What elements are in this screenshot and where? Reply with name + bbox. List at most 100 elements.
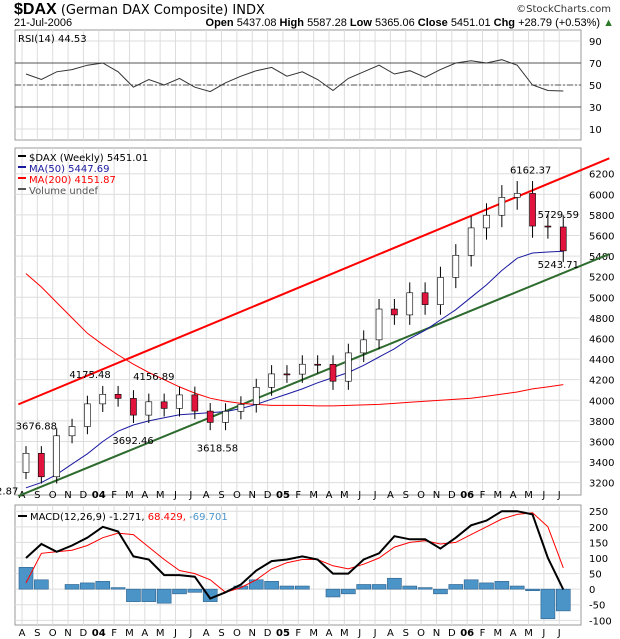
- month-label: A: [387, 628, 394, 639]
- rsi-tick-label: 70: [589, 59, 602, 70]
- candle: [237, 404, 245, 412]
- candle: [314, 363, 321, 366]
- month-label: F: [295, 628, 301, 639]
- month-label: A: [203, 490, 210, 501]
- macd-legend: MACD(12,26,9) -1.271, 68.429, -69.701: [30, 512, 228, 523]
- rsi-tick-label: 30: [589, 103, 602, 114]
- price-legend-item: MA(200) 4151.87: [29, 175, 116, 186]
- price-annotation: 3692.46: [112, 436, 153, 447]
- candle: [452, 254, 460, 278]
- month-label: S: [403, 490, 409, 501]
- macd-legend-part: MACD(12,26,9) -1.271,: [30, 512, 148, 523]
- rsi-legend: RSI(14) 44.53: [18, 34, 87, 45]
- month-label: F: [111, 490, 117, 501]
- macd-histogram-bar: [555, 588, 571, 612]
- month-label: M: [340, 628, 349, 639]
- price-tick-label: 4800: [589, 314, 614, 325]
- trendline-lower: [17, 253, 610, 497]
- price-tick-label: 5600: [589, 232, 614, 243]
- month-label: 05: [276, 490, 290, 501]
- month-label: J: [541, 490, 545, 501]
- month-label: D: [264, 490, 272, 501]
- candle: [498, 197, 506, 216]
- month-label: N: [64, 628, 71, 639]
- candle: [206, 410, 214, 423]
- macd-histogram-bar: [479, 582, 494, 590]
- chart-title: $DAX (German DAX Composite) INDX: [14, 1, 265, 19]
- macd-histogram-bar: [371, 584, 387, 590]
- month-label: M: [125, 628, 134, 639]
- candle: [559, 226, 567, 252]
- rsi-tick-label: 50: [589, 81, 602, 92]
- legend-swatch: [18, 515, 27, 517]
- month-label: D: [448, 490, 456, 501]
- candle: [345, 352, 352, 382]
- macd-histogram-bar: [448, 584, 464, 590]
- open-label: Open: [205, 17, 234, 29]
- candle: [329, 364, 337, 382]
- ma200-line: [25, 273, 564, 407]
- price-tick-label: 3400: [589, 458, 614, 469]
- candle: [406, 292, 414, 316]
- price-tick-label: 4400: [589, 355, 614, 366]
- index-name: (German DAX Composite): [60, 3, 229, 18]
- price-annotation: 5243.71: [538, 260, 579, 271]
- macd-histogram-bar: [294, 585, 310, 590]
- candle: [283, 373, 291, 376]
- month-label: D: [80, 490, 88, 501]
- price-tick-label: 3600: [589, 437, 614, 448]
- month-label: F: [480, 490, 486, 501]
- legend-swatch: [18, 177, 26, 179]
- chg-value: +28.79 (+0.53%): [518, 17, 601, 29]
- macd-histogram-bar: [540, 588, 556, 620]
- month-label: M: [524, 490, 533, 501]
- copyright: ©StockCharts.com: [516, 4, 611, 15]
- candle: [391, 308, 398, 316]
- macd-histogram-bar: [172, 588, 187, 595]
- candle: [84, 403, 91, 427]
- macd-histogram-bar: [341, 588, 356, 595]
- macd-signal-line: [25, 512, 564, 593]
- candle: [145, 401, 153, 416]
- candle: [437, 277, 444, 305]
- month-label: J: [173, 490, 177, 501]
- candle: [268, 373, 275, 388]
- month-label: O: [417, 628, 425, 639]
- month-label: D: [264, 628, 272, 639]
- macd-histogram-bar: [387, 577, 402, 590]
- price-tick-label: 5000: [589, 293, 614, 304]
- macd-histogram-bar: [433, 588, 448, 595]
- high-value: 5587.28: [307, 17, 347, 29]
- chg-label: Chg: [493, 17, 516, 29]
- month-label: F: [295, 490, 301, 501]
- rsi-line: [25, 59, 564, 93]
- month-label: J: [357, 490, 361, 501]
- price-annotation: 4175.48: [69, 370, 110, 381]
- month-label: A: [141, 490, 148, 501]
- macd-histogram-bar: [248, 579, 264, 590]
- price-tick-label: 5800: [589, 211, 614, 222]
- macd-histogram-bar: [525, 588, 540, 592]
- macd-histogram-bar: [402, 585, 418, 590]
- month-label: M: [309, 490, 318, 501]
- candle: [467, 227, 475, 256]
- macd-tick-label: -100: [589, 616, 612, 627]
- month-label: D: [448, 628, 456, 639]
- macd-histogram-bar: [18, 567, 34, 590]
- macd-histogram-bar: [80, 582, 95, 590]
- candle: [99, 393, 107, 405]
- candle: [252, 386, 260, 405]
- month-label: 06: [460, 490, 474, 501]
- legend-swatch: [18, 166, 26, 168]
- candle: [360, 339, 368, 354]
- candle: [222, 410, 229, 423]
- rsi-tick-label: 90: [589, 37, 602, 48]
- month-label: A: [326, 628, 333, 639]
- month-label: N: [433, 628, 440, 639]
- month-label: A: [19, 628, 26, 639]
- macd-tick-label: 250: [589, 507, 608, 518]
- month-label: N: [64, 490, 71, 501]
- price-legend-item: Volume undef: [29, 186, 99, 197]
- price-tick-label: 4600: [589, 334, 614, 345]
